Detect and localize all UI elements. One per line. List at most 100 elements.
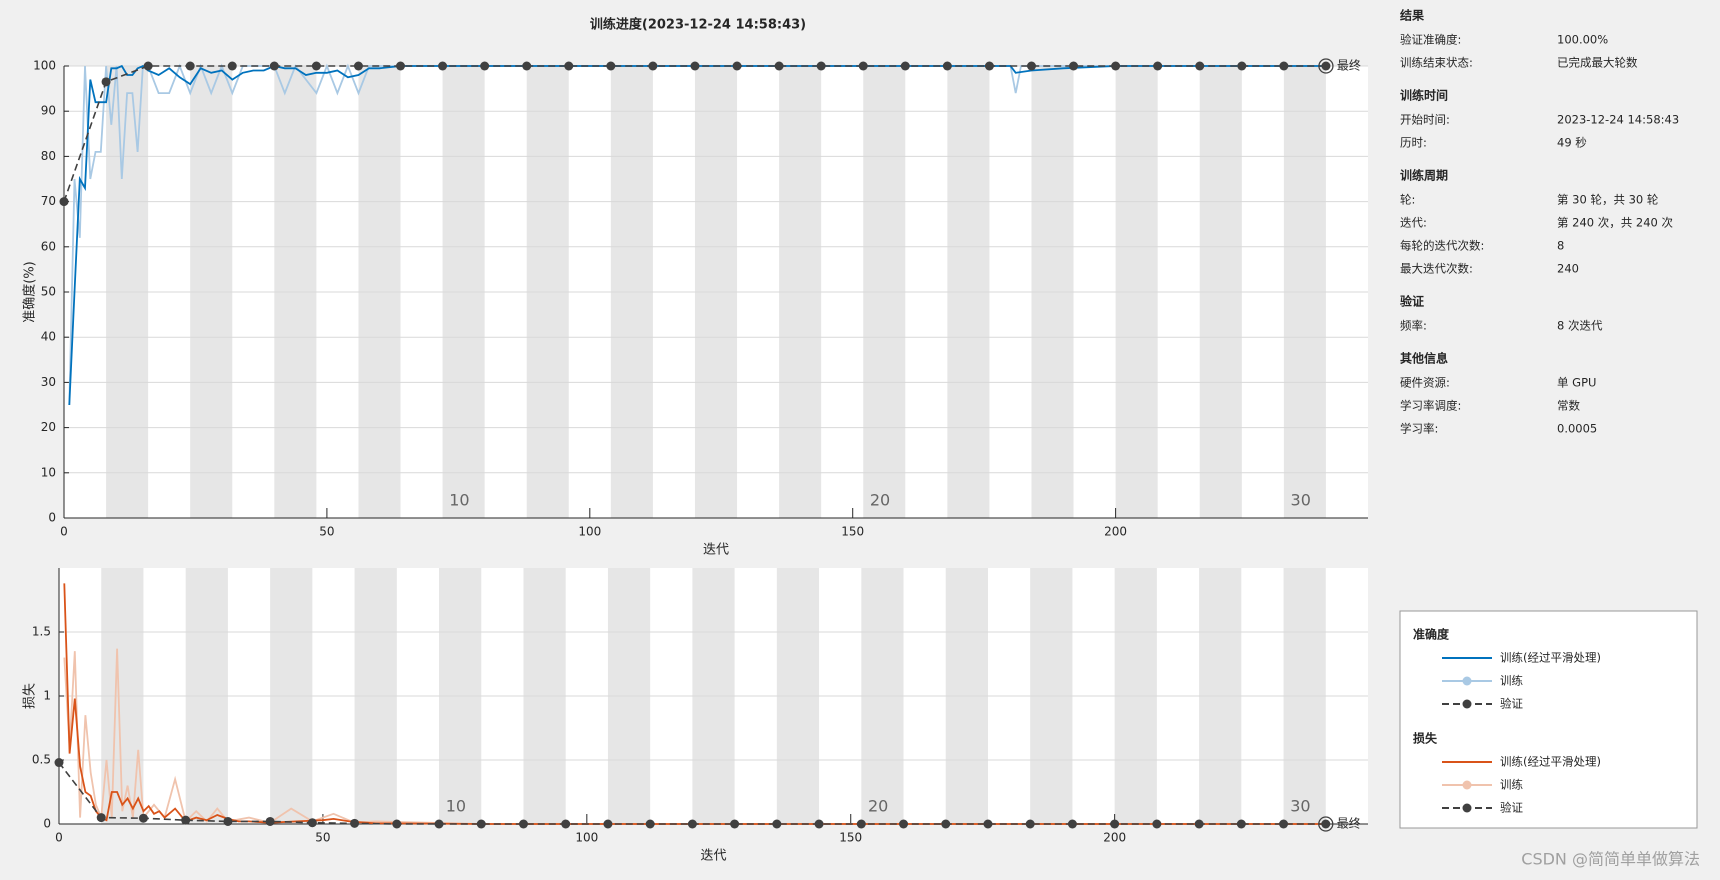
validation-point bbox=[814, 819, 824, 829]
validation-point bbox=[96, 813, 106, 823]
legend-box bbox=[1399, 610, 1698, 829]
y-tick-label: 10 bbox=[41, 465, 56, 479]
window-title: 训练进度(2023-12-24 14:58:43) bbox=[590, 17, 806, 33]
y-tick-label: 1 bbox=[43, 689, 51, 703]
validation-point bbox=[353, 61, 363, 71]
epoch-label: 10 bbox=[449, 491, 469, 510]
info-value: 100.00% bbox=[1557, 33, 1608, 47]
final-label: 最终 bbox=[1337, 816, 1361, 831]
info-label: 验证准确度: bbox=[1400, 33, 1461, 47]
validation-point bbox=[816, 61, 826, 71]
x-tick-label: 0 bbox=[60, 525, 68, 539]
validation-point bbox=[101, 77, 111, 87]
y-tick-label: 30 bbox=[41, 375, 56, 389]
x-tick-label: 0 bbox=[55, 831, 63, 845]
legend-entry: 验证 bbox=[1500, 697, 1523, 711]
validation-point bbox=[648, 61, 658, 71]
validation-point bbox=[350, 818, 360, 828]
epoch-label: 20 bbox=[870, 491, 890, 510]
validation-point bbox=[1067, 819, 1077, 829]
info-value: 已完成最大轮数 bbox=[1557, 56, 1638, 70]
epoch-label: 10 bbox=[446, 797, 466, 816]
info-section-title: 训练周期 bbox=[1400, 168, 1448, 183]
info-label: 学习率: bbox=[1400, 422, 1438, 436]
y-tick-label: 0.5 bbox=[32, 753, 51, 767]
validation-point bbox=[942, 61, 952, 71]
y-tick-label: 50 bbox=[41, 285, 56, 299]
validation-point bbox=[732, 61, 742, 71]
x-axis-label: 迭代 bbox=[700, 849, 726, 864]
legend-title: 准确度 bbox=[1413, 627, 1450, 642]
final-label: 最终 bbox=[1337, 58, 1361, 73]
x-tick-label: 150 bbox=[841, 525, 864, 539]
validation-point bbox=[1194, 819, 1204, 829]
validation-point bbox=[181, 815, 191, 825]
validation-point bbox=[522, 61, 532, 71]
validation-point bbox=[518, 819, 528, 829]
info-label: 最大迭代次数: bbox=[1400, 262, 1473, 276]
info-section-title: 训练时间 bbox=[1400, 88, 1448, 103]
info-value: 49 秒 bbox=[1557, 136, 1587, 150]
info-label: 每轮的迭代次数: bbox=[1400, 239, 1484, 253]
info-label: 训练结束状态: bbox=[1400, 56, 1473, 70]
validation-point bbox=[392, 819, 402, 829]
legend-entry: 训练(经过平滑处理) bbox=[1500, 651, 1601, 665]
validation-point bbox=[1152, 819, 1162, 829]
legend-entry: 训练 bbox=[1500, 778, 1523, 792]
legend-marker bbox=[1462, 780, 1472, 790]
info-label: 历时: bbox=[1400, 136, 1427, 150]
legend-entry: 验证 bbox=[1500, 801, 1523, 815]
validation-point bbox=[438, 61, 448, 71]
epoch-label: 30 bbox=[1291, 491, 1311, 510]
x-tick-label: 200 bbox=[1103, 831, 1126, 845]
epoch-label: 30 bbox=[1290, 797, 1310, 816]
y-tick-label: 70 bbox=[41, 194, 56, 208]
final-marker bbox=[1318, 58, 1334, 74]
validation-point bbox=[269, 61, 279, 71]
y-tick-label: 1.5 bbox=[32, 625, 51, 639]
info-value: 8 次迭代 bbox=[1557, 319, 1603, 333]
epoch-label: 20 bbox=[868, 797, 888, 816]
info-value: 单 GPU bbox=[1557, 376, 1596, 390]
validation-point bbox=[564, 61, 574, 71]
validation-point bbox=[690, 61, 700, 71]
validation-point bbox=[1279, 61, 1289, 71]
x-tick-label: 200 bbox=[1104, 525, 1127, 539]
x-tick-label: 50 bbox=[315, 831, 330, 845]
validation-point bbox=[1153, 61, 1163, 71]
x-tick-label: 150 bbox=[839, 831, 862, 845]
validation-point bbox=[687, 819, 697, 829]
info-value: 第 240 次，共 240 次 bbox=[1557, 216, 1674, 230]
validation-point bbox=[856, 819, 866, 829]
validation-point bbox=[1237, 61, 1247, 71]
validation-point bbox=[983, 819, 993, 829]
validation-point bbox=[1321, 819, 1331, 829]
validation-point bbox=[307, 818, 317, 828]
y-tick-label: 100 bbox=[33, 59, 56, 73]
validation-point bbox=[1025, 819, 1035, 829]
info-label: 学习率调度: bbox=[1400, 399, 1461, 413]
info-value: 0.0005 bbox=[1557, 422, 1597, 436]
legend-marker bbox=[1462, 699, 1472, 709]
validation-point bbox=[561, 819, 571, 829]
info-value: 8 bbox=[1557, 239, 1564, 253]
validation-point bbox=[265, 816, 275, 826]
info-value: 240 bbox=[1557, 262, 1579, 276]
y-tick-label: 60 bbox=[41, 239, 56, 253]
validation-point bbox=[774, 61, 784, 71]
validation-point bbox=[645, 819, 655, 829]
validation-point bbox=[941, 819, 951, 829]
validation-point bbox=[858, 61, 868, 71]
validation-point bbox=[185, 61, 195, 71]
validation-point bbox=[984, 61, 994, 71]
validation-point bbox=[1110, 819, 1120, 829]
info-value: 第 30 轮，共 30 轮 bbox=[1557, 193, 1659, 207]
info-label: 迭代: bbox=[1400, 216, 1427, 230]
validation-point bbox=[772, 819, 782, 829]
x-tick-label: 50 bbox=[319, 525, 334, 539]
y-axis-label: 损失 bbox=[23, 683, 38, 709]
x-axis-label: 迭代 bbox=[703, 543, 729, 558]
info-label: 硬件资源: bbox=[1400, 376, 1450, 390]
validation-point bbox=[143, 61, 153, 71]
